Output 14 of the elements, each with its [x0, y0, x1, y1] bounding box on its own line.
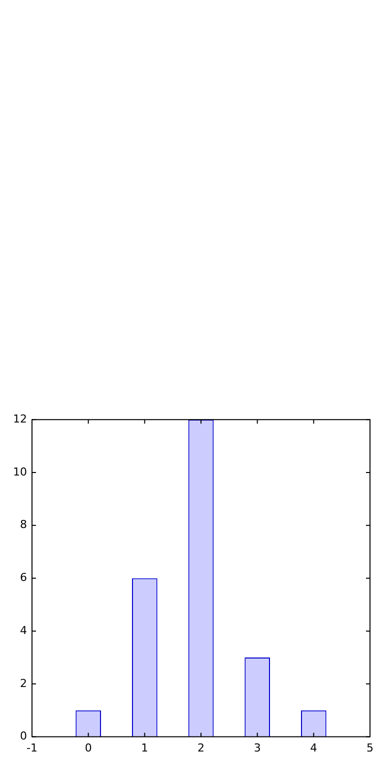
y-tick-label: 8	[20, 518, 27, 532]
x-tick-label: 0	[84, 741, 92, 754]
x-tick-label: 3	[254, 741, 261, 754]
x-tick-label: 4	[310, 741, 318, 754]
y-tick-label: 12	[12, 412, 27, 426]
y-tick-label: 4	[20, 624, 27, 637]
y-tick-label: 10	[12, 465, 27, 478]
y-tick-label: 0	[20, 730, 27, 743]
y-tick-label: 6	[20, 571, 27, 584]
x-tick-label: 2	[198, 741, 204, 754]
x-tick-label: 1	[141, 741, 148, 754]
x-tick-label: -1	[26, 741, 38, 754]
y-tick-label: 2	[20, 676, 27, 690]
x-tick-label: 5	[366, 741, 374, 754]
